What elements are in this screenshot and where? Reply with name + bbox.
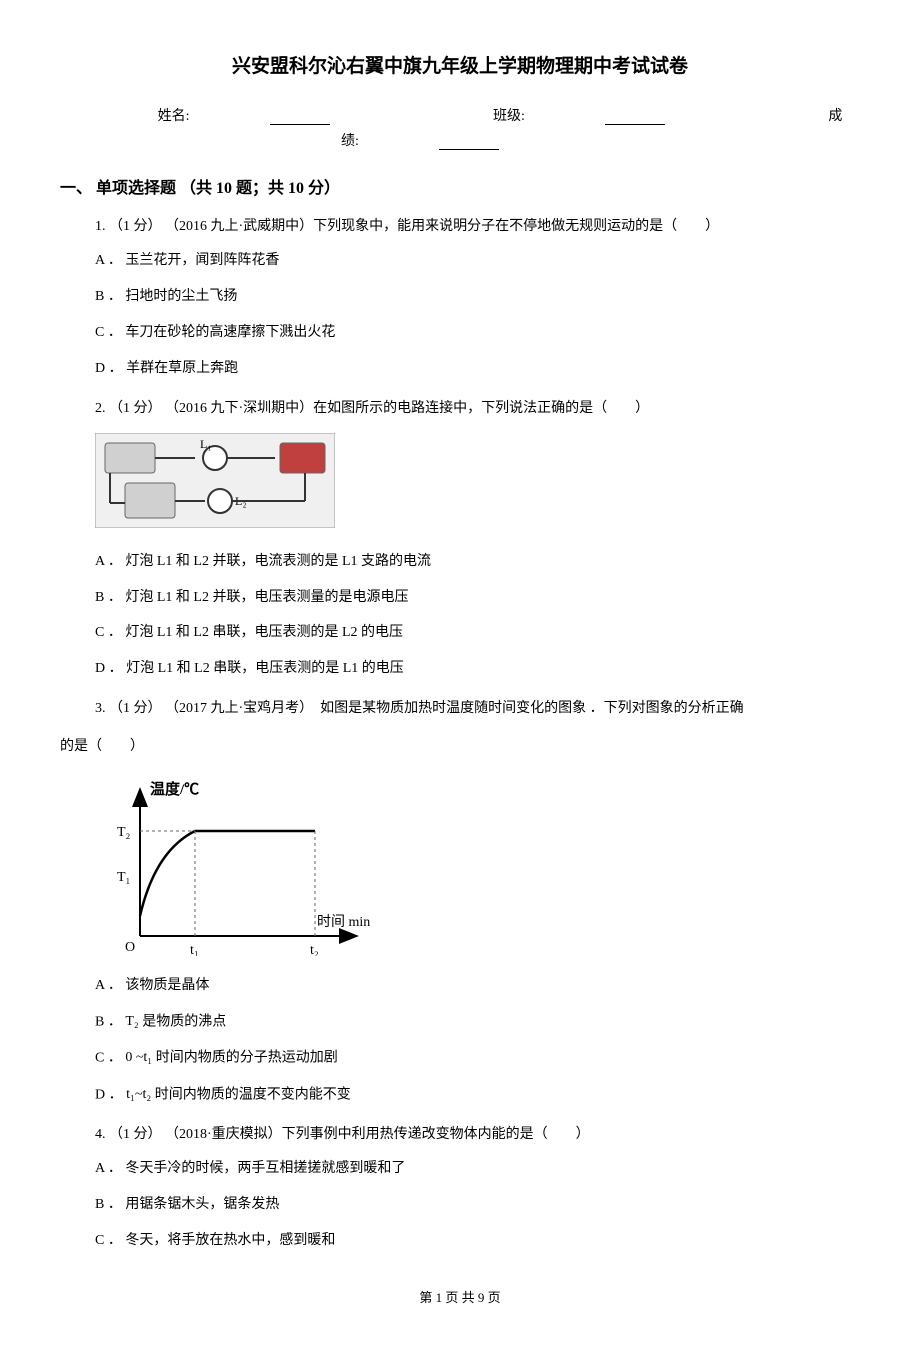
svg-text:t₁: t₁	[190, 943, 199, 956]
question-3-option-d: D ． t₁~t₂ 时间内物质的温度不变内能不变	[95, 1080, 860, 1111]
question-1-option-a: A ． 玉兰花开，闻到阵阵花香	[95, 246, 860, 277]
question-3-option-a: A ． 该物质是晶体	[95, 971, 860, 1002]
question-3-option-c: C ． 0 ~t₁ 时间内物质的分子热运动加剧	[95, 1043, 860, 1074]
question-1-stem: 1. （1 分） （2016 九上·武威期中）下列现象中，能用来说明分子在不停地…	[95, 213, 860, 241]
question-4-stem: 4. （1 分） （2018·重庆模拟）下列事例中利用热传递改变物体内能的是（ …	[95, 1121, 860, 1149]
svg-text:温度/℃: 温度/℃	[150, 780, 199, 798]
question-2-option-c: C ． 灯泡 L1 和 L2 串联，电压表测的是 L2 的电压	[95, 618, 860, 649]
question-2-option-d: D ． 灯泡 L1 和 L2 串联，电压表测的是 L1 的电压	[95, 654, 860, 685]
question-1-option-d: D ． 羊群在草原上奔跑	[95, 354, 860, 385]
svg-text:O: O	[125, 940, 135, 955]
question-2-option-a: A ． 灯泡 L1 和 L2 并联，电流表测的是 L1 支路的电流	[95, 547, 860, 578]
question-3-option-b: B ． T₂ 是物质的沸点	[95, 1007, 860, 1038]
question-2-stem: 2. （1 分） （2016 九下·深圳期中）在如图所示的电路连接中，下列说法正…	[95, 395, 860, 423]
svg-text:t₂: t₂	[310, 943, 319, 956]
svg-text:L₁: L₁	[200, 437, 212, 451]
question-4-option-c: C ． 冬天，将手放在热水中，感到暖和	[95, 1226, 860, 1257]
name-field: 姓名:	[118, 109, 370, 124]
question-4-option-b: B ． 用锯条锯木头，锯条发热	[95, 1190, 860, 1221]
question-2-option-b: B ． 灯泡 L1 和 L2 并联，电压表测量的是电源电压	[95, 583, 860, 614]
question-3-graph: 温度/℃ 时间 min O T₂ T₁ t₁ t₂	[95, 776, 375, 956]
question-3-stem-cont: 的是（ ）	[60, 733, 860, 761]
class-field: 班级:	[453, 109, 705, 124]
question-1-option-b: B ． 扫地时的尘土飞扬	[95, 282, 860, 313]
exam-title: 兴安盟科尔沁右翼中旗九年级上学期物理期中考试试卷	[60, 50, 860, 84]
question-2-circuit-image: L₁ L₂	[95, 433, 860, 537]
svg-text:T₂: T₂	[117, 825, 131, 840]
svg-text:时间 min: 时间 min	[317, 914, 370, 930]
question-4-option-a: A ． 冬天手冷的时候，两手互相搓搓就感到暖和了	[95, 1154, 860, 1185]
svg-text:T₁: T₁	[117, 870, 130, 885]
question-3-stem: 3. （1 分） （2017 九上·宝鸡月考） 如图是某物质加热时温度随时间变化…	[95, 695, 860, 723]
question-1-option-c: C ． 车刀在砂轮的高速摩擦下溅出火花	[95, 318, 860, 349]
student-info-row: 姓名: 班级: 成绩:	[60, 104, 860, 154]
page-footer: 第 1 页 共 9 页	[60, 1286, 860, 1309]
section-1-header: 一、 单项选择题 （共 10 题；共 10 分）	[60, 175, 860, 204]
